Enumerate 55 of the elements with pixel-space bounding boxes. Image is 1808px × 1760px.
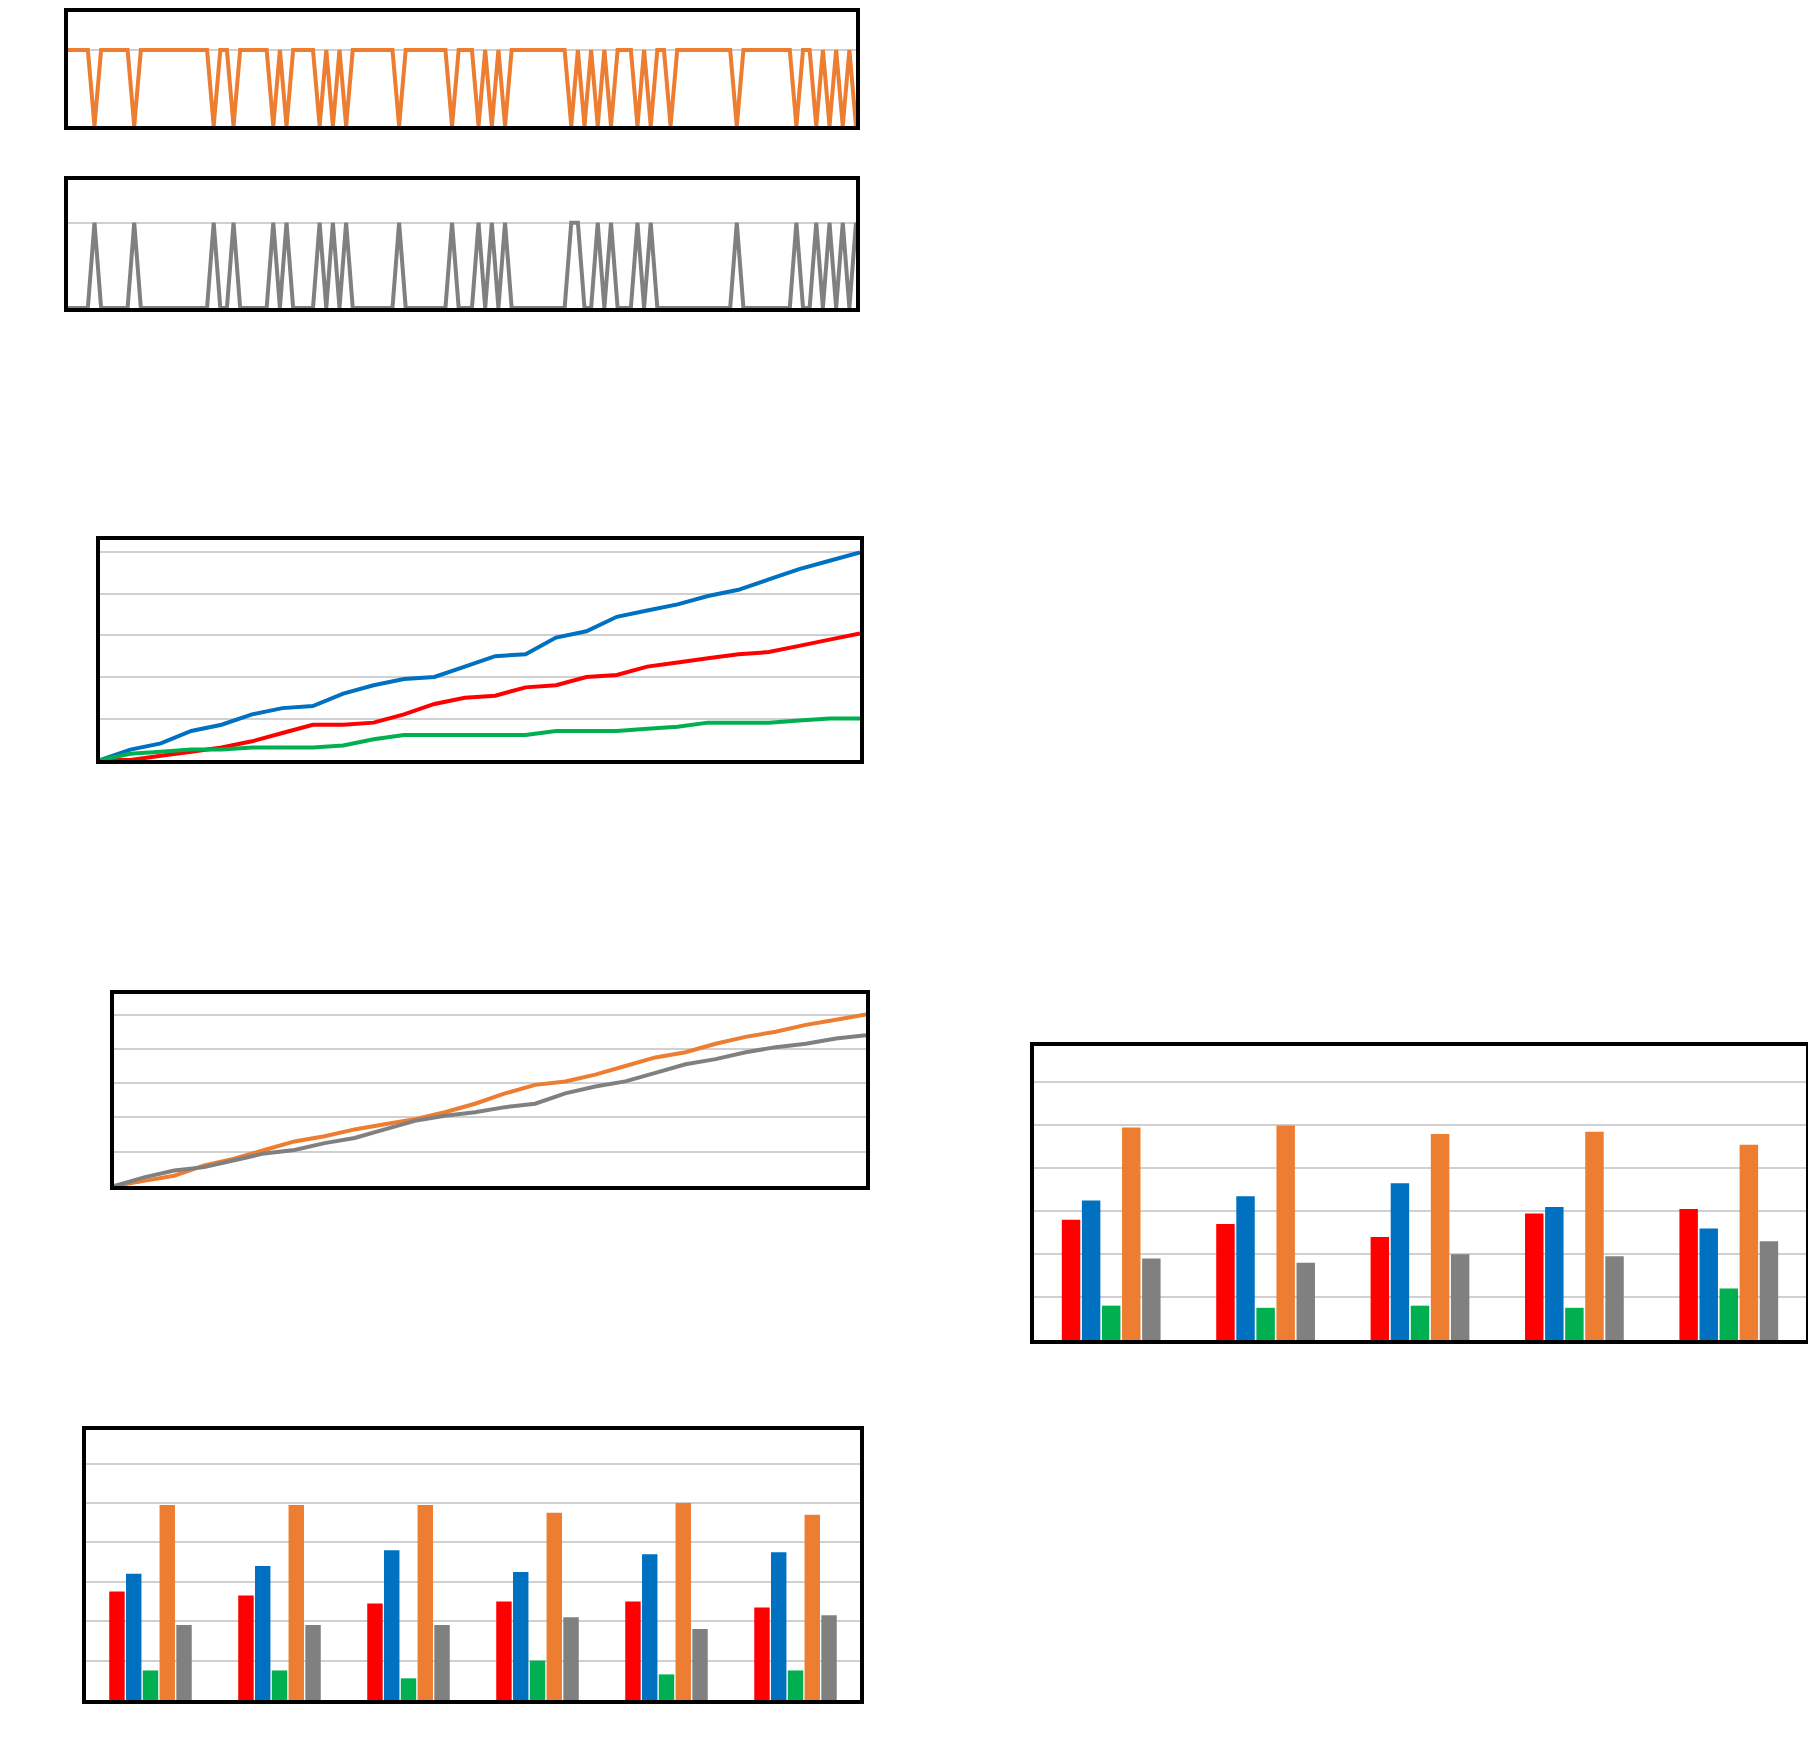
- bar: [1585, 1131, 1604, 1340]
- bar: [1699, 1228, 1718, 1340]
- bar: [754, 1607, 770, 1700]
- bar: [1142, 1258, 1161, 1340]
- bar: [804, 1514, 820, 1700]
- bar: [271, 1670, 288, 1700]
- bar: [1605, 1256, 1624, 1340]
- bar: [1061, 1219, 1081, 1340]
- bar: [821, 1615, 837, 1700]
- bar: [434, 1625, 450, 1700]
- bar: [771, 1552, 787, 1700]
- bar: [1545, 1206, 1564, 1340]
- bar: [1216, 1224, 1235, 1340]
- bar: [400, 1678, 417, 1700]
- bar: [417, 1504, 433, 1700]
- bar: [126, 1573, 142, 1700]
- bar: [384, 1550, 400, 1700]
- bar: [1565, 1307, 1584, 1340]
- bar: [1256, 1307, 1275, 1340]
- bar: [1370, 1237, 1390, 1340]
- bar: [675, 1502, 691, 1700]
- bar: [546, 1512, 562, 1700]
- bar: [109, 1591, 125, 1700]
- bar: [496, 1601, 512, 1700]
- bar: [1525, 1213, 1544, 1340]
- bar: [625, 1601, 641, 1700]
- bar: [367, 1603, 383, 1700]
- bar: [1430, 1133, 1450, 1340]
- bar: [238, 1595, 254, 1700]
- bar: [255, 1565, 271, 1700]
- bar: [1296, 1262, 1315, 1340]
- bar: [642, 1554, 658, 1700]
- bar: [1450, 1254, 1470, 1340]
- bar: [305, 1625, 321, 1700]
- bar: [1739, 1144, 1759, 1340]
- bar: [529, 1660, 546, 1700]
- bar: [288, 1504, 304, 1700]
- bar: [142, 1670, 159, 1700]
- bar: [1276, 1125, 1295, 1340]
- bar: [658, 1674, 675, 1700]
- bar: [787, 1670, 804, 1700]
- bar: [1719, 1288, 1739, 1340]
- bar: [513, 1571, 529, 1700]
- bar: [1101, 1305, 1121, 1340]
- bar: [1122, 1127, 1141, 1340]
- bar: [563, 1617, 579, 1700]
- bar: [692, 1629, 708, 1700]
- bar: [176, 1625, 192, 1700]
- bar: [159, 1504, 175, 1700]
- bar: [1236, 1196, 1255, 1340]
- bar: [1679, 1209, 1698, 1340]
- bar: [1390, 1183, 1410, 1340]
- bar: [1759, 1241, 1779, 1340]
- bar: [1081, 1200, 1101, 1340]
- bar: [1410, 1305, 1430, 1340]
